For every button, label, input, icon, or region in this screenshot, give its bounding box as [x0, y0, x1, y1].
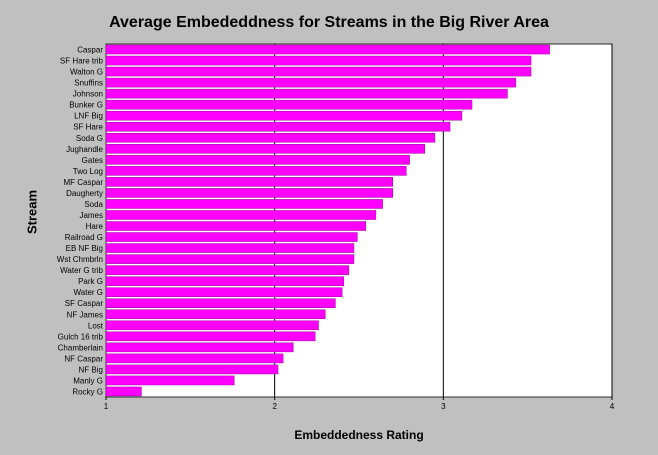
- category-label: Gates: [82, 156, 103, 165]
- category-label: Chamberlain: [58, 343, 103, 352]
- bar: [105, 287, 343, 297]
- bar: [105, 66, 532, 77]
- category-label: Walton G: [70, 68, 103, 77]
- category-label: Park G: [78, 277, 103, 286]
- bar: [105, 364, 279, 375]
- category-label: Two Log: [73, 167, 103, 176]
- bar: [105, 55, 532, 66]
- bar: [105, 188, 393, 198]
- bar: [105, 88, 508, 99]
- category-label: Caspar: [77, 46, 103, 55]
- category-label: NF Caspar: [64, 354, 103, 363]
- category-label: Bunker G: [69, 101, 103, 110]
- category-label: MF Caspar: [63, 178, 103, 187]
- bar: [105, 99, 473, 110]
- bar: [105, 177, 393, 187]
- category-label: Manly G: [73, 376, 103, 385]
- bar: [105, 166, 407, 176]
- bar: [105, 331, 316, 342]
- category-label: Rocky G: [72, 387, 103, 396]
- category-label: Gulch 16 trib: [58, 332, 104, 341]
- category-label: Johnson: [73, 90, 103, 99]
- category-label: EB NF Big: [66, 244, 103, 253]
- bar: [105, 265, 350, 275]
- bar: [105, 77, 517, 88]
- category-label: SF Hare trib: [60, 57, 104, 66]
- bar: [105, 110, 463, 121]
- bar: [105, 144, 426, 154]
- category-label: Soda G: [76, 134, 103, 143]
- category-label: Lost: [88, 321, 104, 330]
- bar: [105, 320, 319, 331]
- chart-title: Average Embededdness for Streams in the …: [109, 14, 549, 31]
- category-label: James: [79, 211, 103, 220]
- bar: [105, 309, 326, 320]
- bar: [105, 44, 550, 55]
- category-label: Snuffins: [74, 79, 103, 88]
- category-label: Water G: [74, 288, 103, 297]
- category-label: NF James: [67, 310, 103, 319]
- bar: [105, 132, 436, 143]
- x-tick-label: 2: [272, 402, 277, 411]
- bar: [105, 254, 355, 264]
- bar: [105, 155, 410, 165]
- bar: [105, 276, 345, 286]
- bar: [105, 298, 336, 309]
- bar: [105, 210, 377, 220]
- category-label: SF Hare: [73, 123, 103, 132]
- x-tick-label: 3: [441, 402, 446, 411]
- category-label: Jughandle: [66, 145, 103, 154]
- category-label: LNF Big: [74, 112, 103, 121]
- bar: [105, 386, 142, 397]
- bar: [105, 342, 294, 353]
- category-label: Wst Chmbrln: [57, 255, 103, 264]
- x-tick-label: 4: [610, 402, 615, 411]
- bar: [105, 243, 355, 253]
- category-label: Hare: [86, 222, 104, 231]
- bar: [105, 199, 383, 209]
- category-label: Railroad G: [65, 233, 103, 242]
- x-tick-label: 1: [104, 402, 109, 411]
- bar: [105, 375, 235, 386]
- category-label: SF Caspar: [65, 299, 104, 308]
- bar: [105, 353, 284, 364]
- x-axis-label: Embeddedness Rating: [294, 428, 424, 442]
- bar: [105, 232, 358, 242]
- category-label: Soda: [84, 200, 103, 209]
- category-label: NF Big: [79, 365, 103, 374]
- category-label: Daugherty: [66, 189, 103, 198]
- category-label: Water G trib: [60, 266, 103, 275]
- bar: [105, 221, 366, 231]
- bar: [105, 121, 451, 132]
